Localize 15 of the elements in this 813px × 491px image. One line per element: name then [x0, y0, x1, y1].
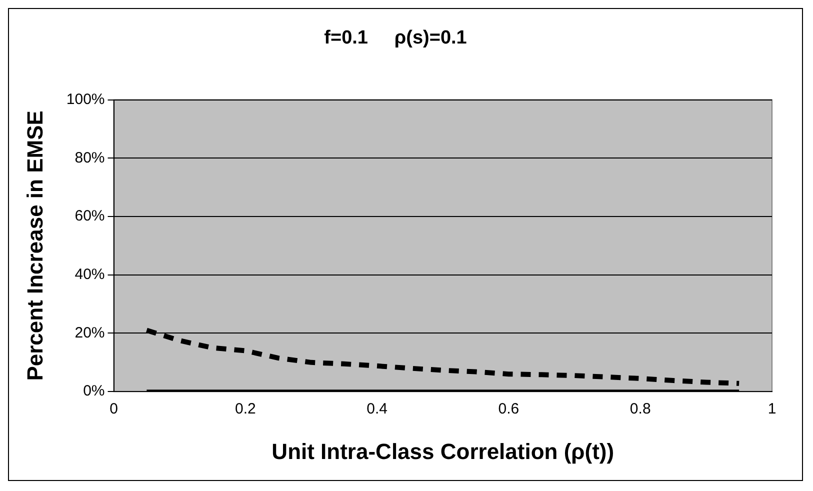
y-tick-label: 20% — [74, 324, 105, 342]
x-tick-label: 0 — [110, 400, 118, 418]
y-tick-label: 100% — [66, 90, 105, 108]
x-tick-label: 1 — [768, 400, 776, 418]
chart-title: f=0.1 ρ(s)=0.1 — [324, 28, 468, 49]
y-axis-title: Percent Increase in EMSE — [22, 110, 48, 381]
y-tick-label: 40% — [74, 266, 105, 284]
x-tick-label: 0.2 — [234, 400, 256, 418]
x-tick-label: 0.4 — [366, 400, 388, 418]
y-tick-label: 80% — [74, 149, 105, 166]
x-tick-label: 0.6 — [498, 400, 520, 418]
x-tick-label: 0.8 — [630, 400, 651, 418]
y-tick-label: 60% — [74, 208, 105, 225]
x-axis-title: Unit Intra-Class Correlation (ρ(t)) — [272, 438, 614, 464]
y-tick-label: 0% — [83, 382, 105, 400]
